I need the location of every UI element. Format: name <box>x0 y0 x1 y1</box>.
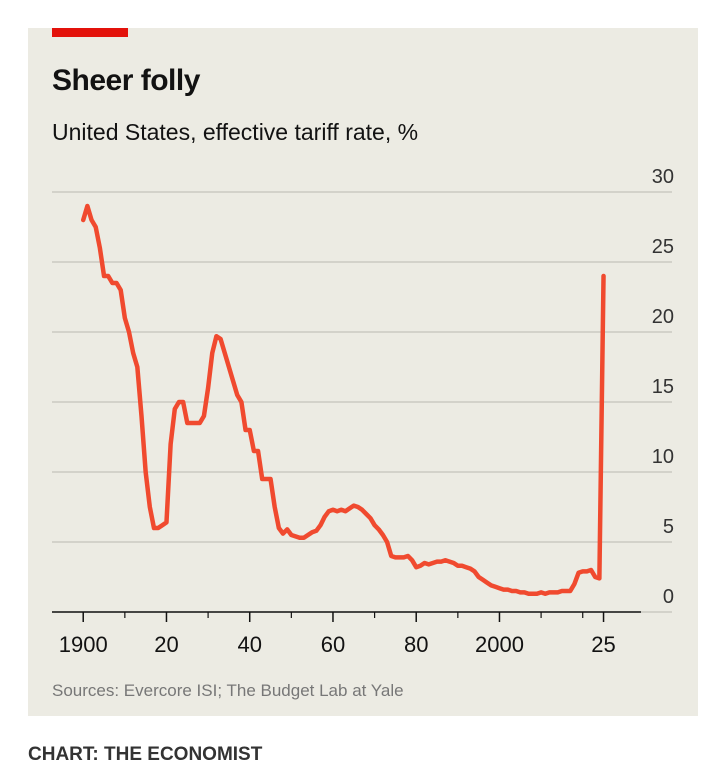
y-tick-label: 15 <box>652 376 674 398</box>
source: Sources: Evercore ISI; The Budget Lab at… <box>52 681 404 700</box>
chart-subtitle: United States, effective tariff rate, % <box>52 119 418 145</box>
y-tick-label: 10 <box>652 446 674 468</box>
x-tick-label: 60 <box>321 632 345 657</box>
y-tick-label: 25 <box>652 236 674 258</box>
credit: CHART: THE ECONOMIST <box>28 744 263 765</box>
x-tick-label: 2000 <box>475 632 524 657</box>
x-tick-label: 25 <box>591 632 615 657</box>
chart-title: Sheer folly <box>52 64 201 97</box>
x-tick-label: 1900 <box>59 632 108 657</box>
y-tick-label: 30 <box>652 166 674 188</box>
y-tick-label: 0 <box>663 586 674 608</box>
x-tick-label: 80 <box>404 632 428 657</box>
x-tick-label: 20 <box>154 632 178 657</box>
line <box>80 203 606 597</box>
y-tick-label: 5 <box>663 516 674 538</box>
red-tag <box>52 28 128 37</box>
x-tick-label: 40 <box>237 632 261 657</box>
y-tick-label: 20 <box>652 306 674 328</box>
